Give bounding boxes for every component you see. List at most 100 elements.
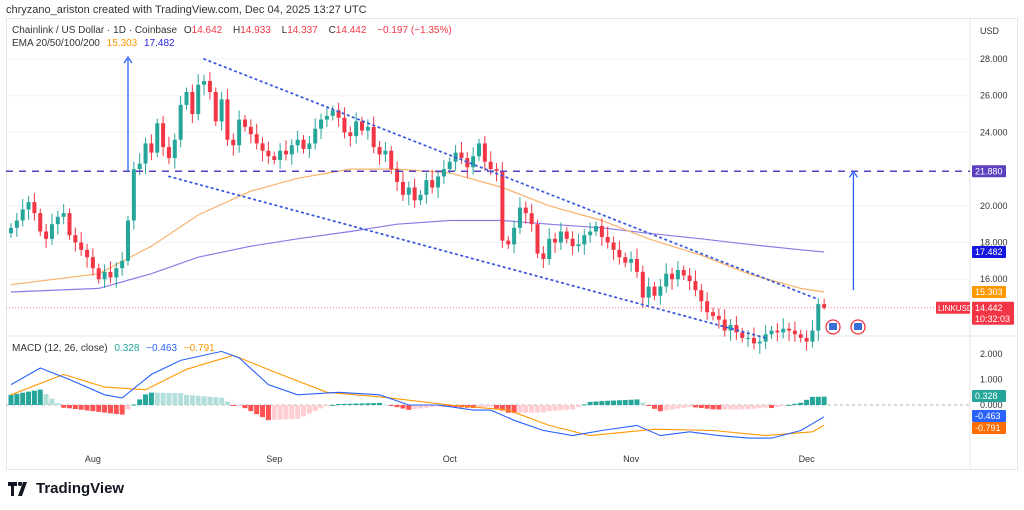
candle-body bbox=[172, 139, 177, 159]
close-value: 14.442 bbox=[335, 25, 367, 36]
ema200-line bbox=[10, 219, 825, 293]
macd-histogram-bar bbox=[517, 405, 523, 413]
symbol-title: Chainlink / US Dollar · 1D · Coinbase bbox=[12, 25, 178, 36]
macd-histogram-bar bbox=[107, 405, 113, 414]
candle-body bbox=[389, 150, 394, 170]
candle bbox=[611, 236, 616, 261]
candle bbox=[418, 190, 423, 205]
candle-body bbox=[705, 301, 710, 313]
candle-body bbox=[108, 271, 113, 278]
macd-histogram-bar bbox=[236, 405, 242, 406]
candle-body bbox=[611, 242, 616, 250]
price-tick-label: 28.000 bbox=[980, 54, 1008, 64]
candle-body bbox=[324, 115, 329, 120]
candle bbox=[804, 330, 809, 351]
candle-body bbox=[775, 330, 780, 333]
macd-histogram-bar bbox=[271, 405, 277, 420]
candle bbox=[494, 163, 499, 182]
macd-histogram-bar bbox=[353, 403, 359, 405]
macd-histogram-bar bbox=[423, 405, 429, 408]
macd-histogram-bar bbox=[248, 405, 254, 412]
macd-histogram-bar bbox=[704, 405, 710, 409]
candle-body bbox=[424, 180, 429, 195]
candle-body bbox=[675, 270, 680, 280]
candle bbox=[810, 320, 815, 348]
candle bbox=[617, 240, 622, 265]
candle bbox=[547, 228, 552, 266]
candle bbox=[646, 277, 651, 306]
candle bbox=[196, 74, 201, 121]
candle-body bbox=[436, 176, 441, 188]
candle bbox=[120, 251, 125, 276]
candle bbox=[582, 229, 587, 255]
candle-body bbox=[336, 110, 341, 118]
candle-body bbox=[131, 169, 136, 221]
candle bbox=[213, 87, 218, 126]
candle-body bbox=[202, 81, 207, 85]
candle bbox=[517, 197, 522, 234]
candle bbox=[599, 218, 604, 246]
candle-body bbox=[213, 92, 218, 122]
ema50-badge bbox=[972, 285, 1006, 298]
candle-body bbox=[166, 147, 171, 159]
candle bbox=[728, 319, 733, 342]
macd-histogram-bar bbox=[230, 405, 236, 406]
candle-body bbox=[506, 240, 511, 245]
candle bbox=[471, 147, 476, 175]
candle-body bbox=[594, 225, 598, 232]
macd-histogram-bar bbox=[324, 405, 330, 406]
candle-body bbox=[465, 158, 470, 168]
candle bbox=[775, 323, 780, 342]
candle-body bbox=[395, 169, 400, 182]
candle bbox=[436, 170, 441, 198]
chart-credit: chryzano_ariston created with TradingVie… bbox=[6, 4, 367, 16]
candle-body bbox=[751, 337, 756, 344]
candle-body bbox=[482, 143, 487, 162]
macd-histogram-bar bbox=[277, 405, 283, 420]
macd-histogram-bar bbox=[786, 404, 792, 406]
candle bbox=[49, 213, 54, 245]
candle bbox=[722, 309, 727, 337]
candle-body bbox=[500, 170, 505, 241]
trendline bbox=[168, 175, 767, 339]
macd-histogram-bar bbox=[400, 405, 406, 409]
candle bbox=[342, 107, 347, 139]
candle bbox=[14, 212, 19, 237]
macd-histogram-bar bbox=[412, 405, 418, 410]
macd-histogram-bar bbox=[733, 405, 739, 410]
macd-histogram-bar bbox=[792, 403, 798, 405]
candle-body bbox=[49, 224, 54, 239]
candle bbox=[319, 113, 324, 140]
candle-body bbox=[634, 259, 639, 272]
candle bbox=[301, 135, 306, 154]
candle bbox=[787, 322, 792, 342]
currency-label: USD bbox=[980, 26, 1000, 36]
macd-histogram-bar bbox=[213, 397, 219, 405]
candle-body bbox=[38, 213, 43, 232]
candle-body bbox=[120, 260, 125, 269]
candle bbox=[73, 227, 78, 252]
candle-body bbox=[278, 150, 283, 160]
candle bbox=[553, 232, 558, 253]
macd-histogram-bar bbox=[189, 395, 195, 405]
candle-body bbox=[44, 231, 49, 239]
candle-body bbox=[617, 249, 622, 258]
candle-body bbox=[699, 290, 704, 302]
candle bbox=[699, 284, 704, 312]
candle-body bbox=[330, 110, 335, 116]
candle-body bbox=[90, 257, 95, 269]
candle bbox=[441, 160, 446, 184]
macd-histogram-bar bbox=[675, 405, 681, 409]
tradingview-logo: TradingView bbox=[8, 480, 124, 497]
macd-histogram-bar bbox=[254, 405, 260, 415]
candle bbox=[190, 84, 195, 124]
candle-body bbox=[459, 152, 464, 159]
candle bbox=[155, 118, 160, 158]
macd-histogram-bar bbox=[365, 403, 371, 405]
macd-histogram-bar bbox=[652, 405, 657, 409]
candle-body bbox=[248, 126, 253, 135]
macd-histogram-bar bbox=[546, 405, 552, 412]
candle bbox=[634, 248, 639, 278]
macd-hist-value: 0.328 bbox=[114, 343, 140, 354]
